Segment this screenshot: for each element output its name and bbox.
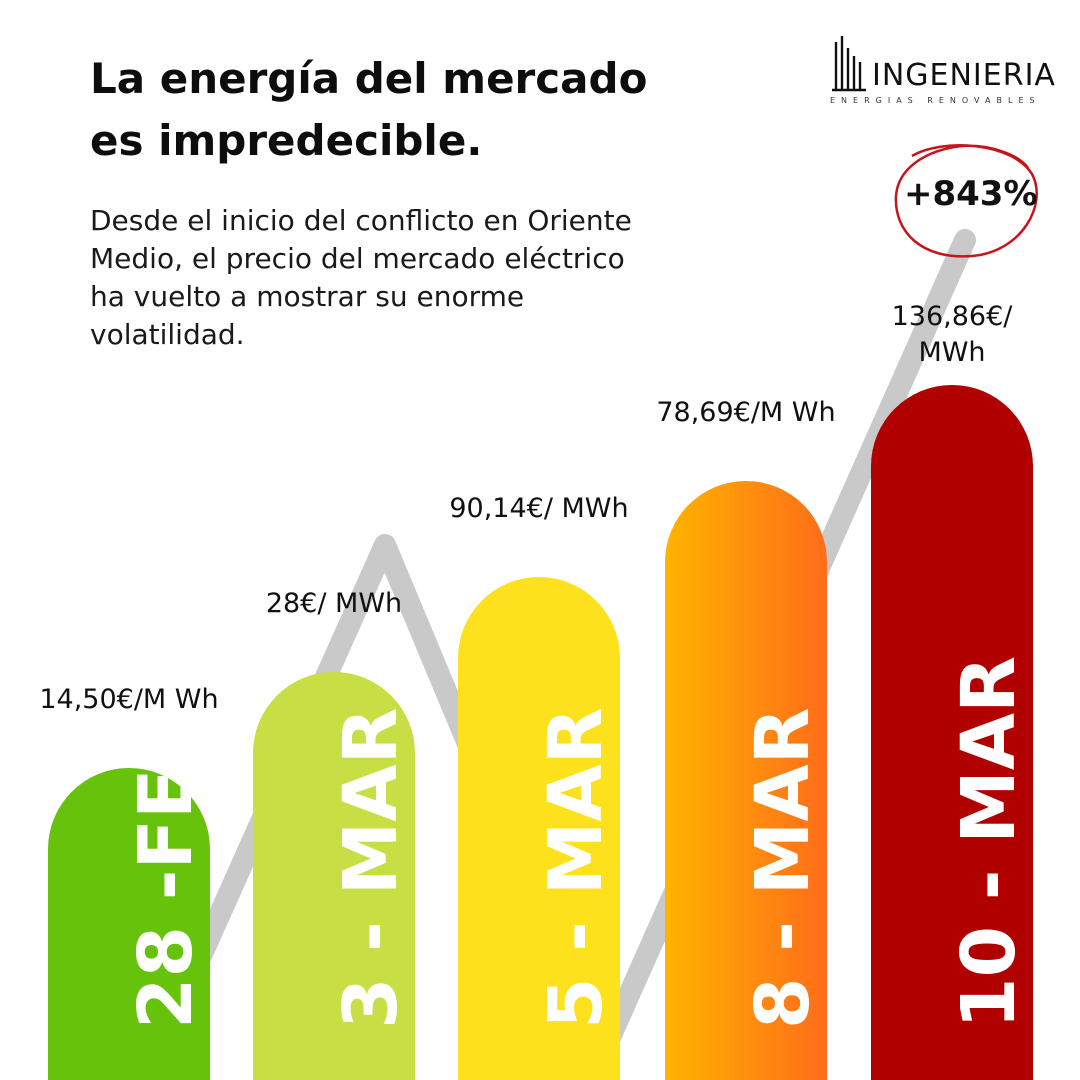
bar-5: 10 - MAR: [871, 385, 1033, 1080]
value-label-2: 28€/ MWh: [265, 588, 403, 620]
bar-2: 3 - MAR: [253, 672, 415, 1080]
company-logo: INGENIERIA ENERGIAS RENOVABLES: [826, 32, 1055, 112]
logo-name: INGENIERIA: [872, 58, 1056, 93]
bar-3: 5 - MAR: [458, 576, 620, 1080]
value-label-3: 90,14€/ MWh: [449, 492, 629, 524]
headline-line-2: es impredecible.: [90, 116, 483, 165]
bar-label-2: 3 - MAR: [328, 707, 414, 1029]
bar-1: 28 -FEB: [48, 768, 210, 1080]
bar-4: 8 - MAR: [665, 480, 827, 1080]
value-label-4: 78,69€/M Wh: [656, 396, 836, 428]
headline: La energía del mercado es impredecible.: [90, 48, 730, 172]
value-label-1: 14,50€/M Wh: [39, 684, 219, 715]
building-icon: [832, 36, 866, 92]
headline-line-1: La energía del mercado: [90, 54, 648, 103]
subtitle: Desde el inicio del conflicto en Oriente…: [90, 204, 632, 351]
bar-label-5: 10 - MAR: [946, 655, 1032, 1029]
badge-circle: [894, 144, 1038, 258]
value-label-5: 136,86€/ MWh: [891, 301, 1013, 368]
bar-label-1: 28 -FEB: [123, 768, 209, 1029]
increase-badge: +843%: [904, 174, 1038, 214]
bar-label-3: 5 - MAR: [533, 707, 619, 1029]
bar-label-4: 8 - MAR: [740, 707, 826, 1029]
logo-tagline: ENERGIAS RENOVABLES: [830, 96, 1041, 105]
